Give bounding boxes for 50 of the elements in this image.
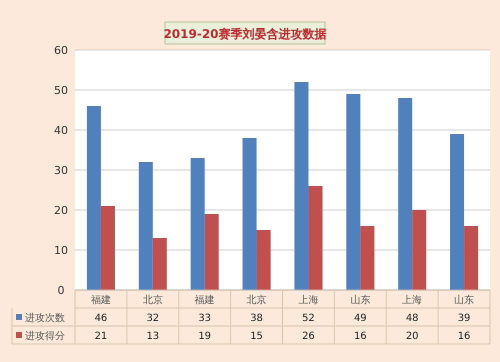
- data-label: 38: [250, 313, 263, 324]
- x-tick-label: 北京: [142, 294, 163, 306]
- data-label: 21: [94, 331, 108, 342]
- x-tick-label: 福建: [90, 294, 111, 306]
- bar: [138, 162, 153, 290]
- data-label: 20: [406, 331, 419, 342]
- bar: [398, 98, 412, 290]
- x-tick-label: 山东: [454, 294, 474, 306]
- legend-label: 进攻得分: [25, 330, 65, 342]
- legend-label: 进攻次数: [25, 312, 65, 324]
- data-label: 46: [94, 313, 108, 324]
- bar: [346, 94, 360, 290]
- data-label: 16: [354, 331, 367, 342]
- data-label: 19: [198, 331, 212, 342]
- data-label: 52: [302, 313, 315, 324]
- bar: [412, 210, 426, 290]
- y-tick-label: 60: [54, 44, 68, 57]
- bar: [294, 82, 308, 290]
- y-tick-label: 0: [58, 284, 64, 297]
- x-tick-label: 福建: [194, 294, 215, 306]
- bar: [450, 134, 464, 290]
- bar: [360, 226, 374, 290]
- bar: [464, 226, 478, 290]
- bar: [256, 230, 271, 290]
- y-tick-label: 50: [54, 84, 68, 97]
- bar: [204, 214, 219, 290]
- y-tick-label: 30: [54, 164, 68, 177]
- data-label: 26: [302, 331, 315, 342]
- x-tick-label: 山东: [350, 294, 370, 306]
- bar: [152, 238, 167, 290]
- data-label: 39: [458, 313, 470, 324]
- x-tick-label: 上海: [298, 294, 318, 306]
- data-label: 16: [458, 331, 470, 342]
- y-tick-label: 40: [54, 124, 68, 137]
- bar: [86, 106, 101, 290]
- bar: [100, 206, 115, 290]
- data-label: 15: [250, 331, 263, 342]
- data-label: 48: [406, 313, 419, 324]
- y-tick-label: 10: [54, 244, 68, 257]
- data-label: 33: [198, 313, 212, 324]
- data-label: 49: [354, 313, 367, 324]
- bar: [190, 158, 205, 290]
- data-label: 32: [146, 313, 160, 324]
- y-tick-label: 20: [54, 204, 68, 217]
- bar: [242, 138, 257, 290]
- bar: [308, 186, 322, 290]
- x-tick-label: 北京: [246, 294, 267, 306]
- data-label: 13: [146, 331, 160, 342]
- x-tick-label: 上海: [402, 294, 422, 306]
- chart-title: 2019-20赛季刘晏含进攻数据: [163, 27, 327, 41]
